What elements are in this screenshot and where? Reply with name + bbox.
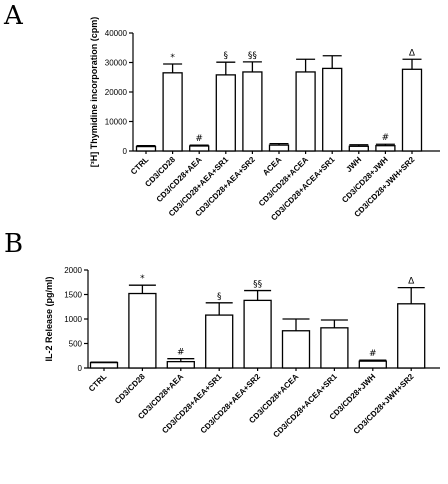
y-tick-label: 30000 <box>105 59 128 68</box>
bar <box>397 303 426 369</box>
bar <box>242 71 263 152</box>
chart-a: 0 10000 20000 30000 40000 [³H] Thymidine inco… <box>89 17 440 222</box>
x-tick-label: JWH <box>344 155 363 174</box>
bar <box>348 145 369 152</box>
y-tick-label: 2000 <box>64 266 82 275</box>
y-tick-label: 20000 <box>105 88 128 97</box>
panel-letter-a: A <box>3 1 24 31</box>
significance-mark: # <box>177 348 185 358</box>
bar <box>215 74 236 152</box>
x-tick-label: CTRL <box>87 372 109 394</box>
bar <box>320 327 349 369</box>
y-tick-label: 0 <box>123 147 128 156</box>
y-axis-label: IL-2 Release (pg/ml) <box>44 276 54 361</box>
panel-letter-b: B <box>4 229 23 259</box>
bar <box>128 292 157 369</box>
bar <box>268 144 290 152</box>
y-tick-label: 1500 <box>64 291 82 300</box>
significance-mark: # <box>382 133 390 143</box>
significance-mark: § <box>217 292 222 302</box>
x-tick-label: CD3/CD28+ACEA <box>257 155 310 208</box>
chart-b: 0 500 1000 1500 2000 IL-2 Release (pg/ml) CTRL… <box>44 266 440 439</box>
x-tick-label: CTRL <box>129 155 151 177</box>
y-tick-label: 0 <box>78 364 83 373</box>
bar <box>243 299 272 369</box>
significance-mark: § <box>224 51 229 61</box>
bar <box>401 68 423 152</box>
significance-mark: Δ <box>408 277 415 287</box>
bar <box>295 71 316 152</box>
y-axis-label: [³H] Thymidine incorporation (cpm) <box>89 17 99 168</box>
bar <box>162 72 183 152</box>
significance-mark: * <box>170 53 175 63</box>
bar <box>375 145 396 152</box>
significance-mark: * <box>140 274 145 284</box>
bar <box>189 145 210 152</box>
bar <box>281 330 311 369</box>
bar <box>205 314 234 369</box>
x-tick-label: CD3/CD28 <box>113 372 147 406</box>
y-tick-label: 10000 <box>105 118 128 127</box>
x-tick-label: ACEA <box>261 155 284 178</box>
y-tick-label: 500 <box>69 340 83 349</box>
bar <box>89 361 119 369</box>
y-tick-label: 40000 <box>105 29 128 38</box>
significance-mark: Δ <box>409 48 416 58</box>
significance-mark: §§ <box>253 280 263 290</box>
bar <box>135 145 157 152</box>
significance-mark: # <box>369 349 377 359</box>
significance-mark: # <box>195 134 203 144</box>
bar <box>166 360 195 369</box>
y-tick-label: 1000 <box>64 315 82 324</box>
x-tick-label: CD3/CD28+AEA <box>155 155 204 204</box>
bar <box>322 67 343 152</box>
x-tick-label: CD3/CD28+JWH <box>340 155 390 205</box>
x-tick-label: CD3/CD28+ACEA+SR1 <box>271 372 339 440</box>
significance-mark: §§ <box>248 51 258 61</box>
bar <box>358 360 387 369</box>
